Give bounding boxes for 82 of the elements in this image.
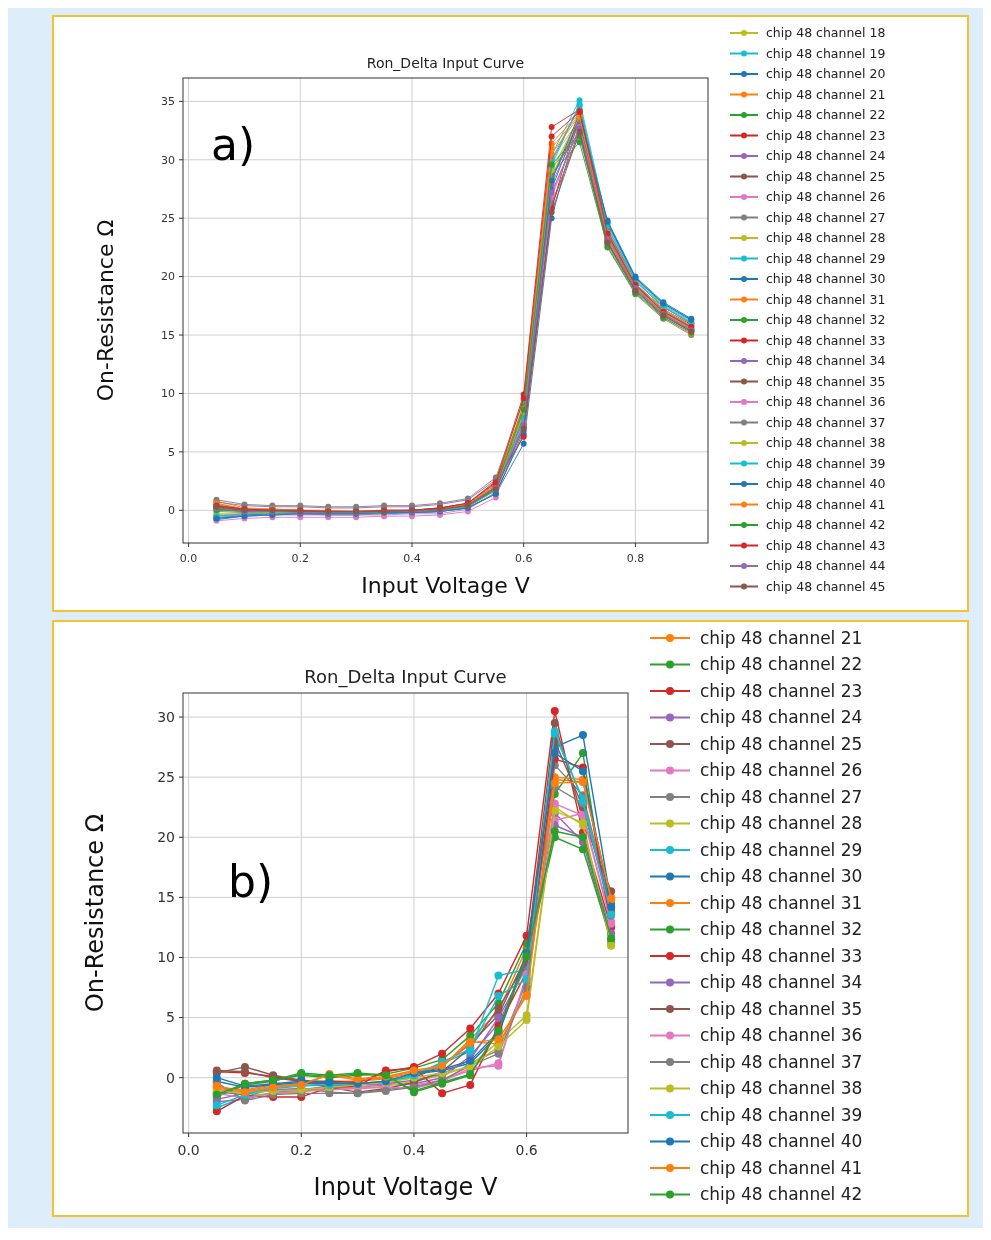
legend-label: chip 48 channel 36	[766, 394, 886, 410]
legend-label: chip 48 channel 22	[700, 654, 863, 675]
legend-label: chip 48 channel 22	[766, 107, 886, 123]
legend-label: chip 48 channel 39	[766, 455, 886, 471]
annotation: b)	[228, 856, 274, 908]
y-tick-label: 5	[166, 1009, 175, 1026]
legend-label: chip 48 channel 27	[700, 786, 863, 807]
legend-label: chip 48 channel 24	[766, 148, 886, 164]
legend-label: chip 48 channel 19	[766, 45, 886, 61]
y-tick-label: 15	[157, 889, 175, 906]
x-tick-label: 0.0	[179, 552, 198, 565]
y-tick-label: 25	[161, 212, 175, 226]
legend-label: chip 48 channel 29	[700, 839, 863, 860]
x-tick-label: 0.4	[402, 1142, 426, 1158]
legend-label: chip 48 channel 39	[700, 1104, 863, 1125]
y-tick-label: 25	[157, 769, 175, 786]
y-axis-title: On-Resistance Ω	[81, 813, 109, 1013]
legend-label: chip 48 channel 24	[700, 707, 863, 728]
legend-label: chip 48 channel 26	[766, 189, 886, 205]
legend-label: chip 48 channel 21	[766, 86, 886, 102]
chart-title: Ron_Delta Input Curve	[304, 666, 507, 688]
legend-label: chip 48 channel 40	[766, 476, 886, 492]
legend-label: chip 48 channel 37	[700, 1051, 863, 1072]
legend-label: chip 48 channel 44	[766, 558, 886, 574]
x-tick-label: 0.2	[291, 552, 310, 565]
x-tick-label: 0.6	[515, 1142, 538, 1158]
chart-title: Ron_Delta Input Curve	[366, 55, 525, 71]
legend-label: chip 48 channel 36	[700, 1025, 863, 1046]
x-tick-label: 0.2	[290, 1142, 313, 1158]
legend-label: chip 48 channel 21	[700, 627, 863, 648]
legend-label: chip 48 channel 31	[766, 291, 886, 307]
legend-label: chip 48 channel 20	[766, 66, 886, 82]
y-axis-title: On-Resistance Ω	[93, 219, 118, 402]
legend-label: chip 48 channel 25	[766, 168, 886, 184]
legend-label: chip 48 channel 30	[766, 271, 886, 287]
y-tick-label: 30	[157, 708, 175, 725]
legend-label: chip 48 channel 32	[766, 312, 886, 328]
y-tick-label: 30	[161, 153, 175, 167]
x-tick-label: 0.4	[403, 552, 421, 565]
legend-label: chip 48 channel 41	[766, 496, 886, 512]
legend-label: chip 48 channel 35	[766, 373, 886, 389]
y-tick-label: 35	[161, 95, 175, 109]
x-axis-title: Input Voltage V	[361, 573, 530, 598]
y-tick-label: 20	[161, 270, 175, 284]
legend-label: chip 48 channel 26	[700, 760, 863, 781]
x-tick-label: 0.8	[626, 552, 645, 565]
x-axis-title: Input Voltage V	[313, 1173, 498, 1201]
legend-label: chip 48 channel 25	[700, 733, 863, 754]
y-tick-label: 0	[168, 504, 175, 518]
legend-label: chip 48 channel 33	[766, 332, 886, 348]
x-tick-label: 0.0	[177, 1142, 200, 1158]
legend-label: chip 48 channel 30	[700, 866, 863, 887]
y-tick-label: 20	[157, 829, 175, 846]
legend-label: chip 48 channel 18	[766, 25, 886, 41]
legend-label: chip 48 channel 23	[700, 680, 863, 701]
x-tick-label: 0.6	[514, 552, 533, 565]
legend-label: chip 48 channel 35	[700, 998, 863, 1019]
legend-label: chip 48 channel 41	[700, 1157, 863, 1178]
legend-label: chip 48 channel 34	[700, 972, 863, 993]
legend-label: chip 48 channel 33	[700, 945, 863, 966]
legend-label: chip 48 channel 34	[766, 353, 886, 369]
legend-label: chip 48 channel 42	[766, 517, 886, 533]
legend-label: chip 48 channel 38	[700, 1078, 863, 1099]
y-tick-label: 15	[161, 328, 175, 342]
y-tick-label: 10	[161, 387, 175, 401]
legend-label: chip 48 channel 42	[700, 1184, 863, 1205]
legend-label: chip 48 channel 45	[766, 578, 886, 594]
y-tick-label: 0	[166, 1069, 175, 1086]
legend-label: chip 48 channel 28	[766, 230, 886, 246]
legend-label: chip 48 channel 28	[700, 813, 863, 834]
y-tick-label: 5	[168, 445, 175, 459]
legend-label: chip 48 channel 23	[766, 127, 886, 143]
legend-label: chip 48 channel 40	[700, 1131, 863, 1152]
legend-label: chip 48 channel 27	[766, 209, 886, 225]
legend-label: chip 48 channel 32	[700, 919, 863, 940]
y-tick-label: 10	[157, 949, 175, 966]
legend-label: chip 48 channel 29	[766, 250, 886, 266]
legend-label: chip 48 channel 38	[766, 435, 886, 451]
legend-label: chip 48 channel 37	[766, 414, 886, 430]
annotation: a)	[211, 118, 256, 170]
legend-label: chip 48 channel 31	[700, 892, 863, 913]
legend-label: chip 48 channel 43	[766, 537, 886, 553]
